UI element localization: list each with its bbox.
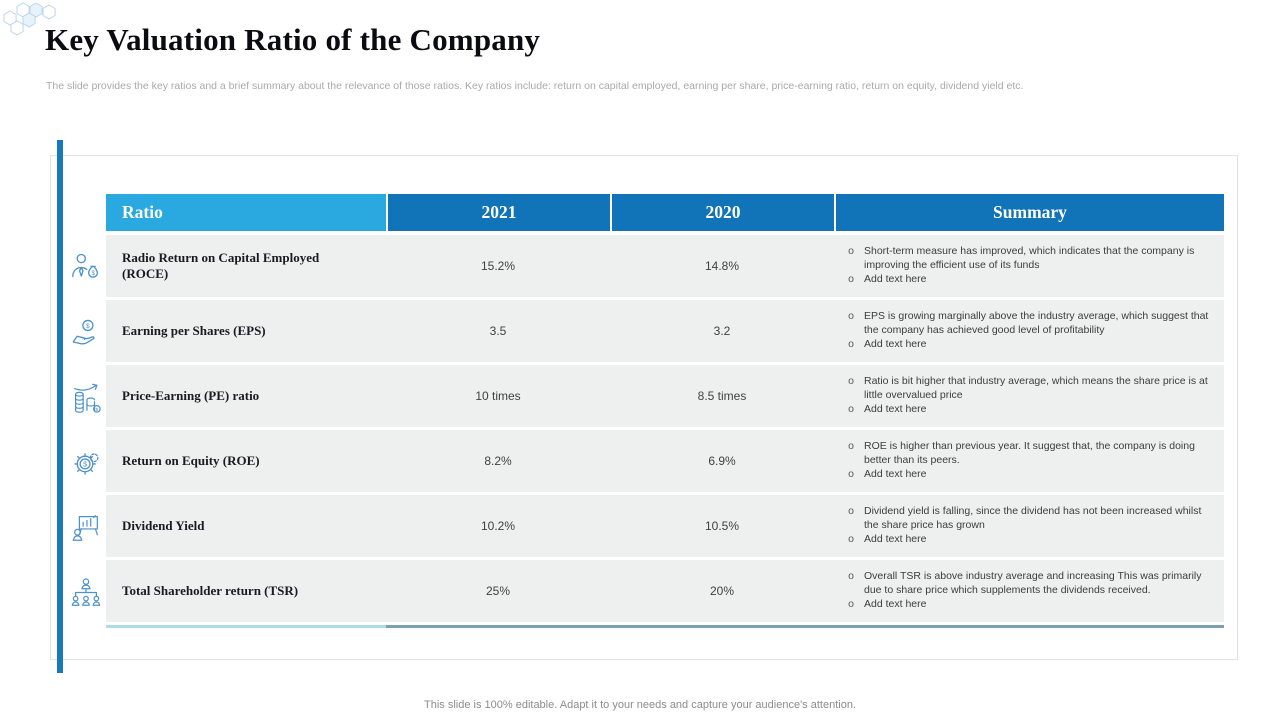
summary-text: Dividend yield is falling, since the div… — [864, 505, 1202, 532]
summary-cell: o EPS is growing marginally above the ind… — [834, 300, 1224, 362]
table-row: Dividend Yield 10.2% 10.5% o Dividend yie… — [106, 495, 1224, 557]
left-accent-bar — [57, 140, 63, 673]
header-2020: 2020 — [612, 194, 834, 231]
header-summary: Summary — [836, 194, 1224, 231]
table-body: Radio Return on Capital Employed (ROCE) … — [106, 235, 1224, 622]
businessman-money-bag-icon: $ — [63, 235, 109, 300]
value-2021: 15.2% — [480, 259, 516, 273]
summary-placeholder: Add text here — [864, 402, 927, 415]
ratio-label: Dividend Yield — [122, 517, 205, 533]
summary-placeholder: Add text here — [864, 597, 927, 610]
summary-placeholder: Add text here — [864, 467, 927, 480]
ratio-label: Radio Return on Capital Employed (ROCE) — [122, 249, 320, 281]
bullet-marker: o — [848, 337, 854, 350]
ratio-label: Earning per Shares (EPS) — [122, 322, 266, 338]
summary-text: Overall TSR is above industry average an… — [864, 570, 1202, 597]
table-bottom-rule-right — [386, 625, 1224, 628]
table-row: Radio Return on Capital Employed (ROCE) … — [106, 235, 1224, 297]
value-2020: 3.2 — [713, 324, 731, 338]
value-2021: 10.2% — [480, 519, 516, 533]
bullet-marker: o — [848, 245, 854, 258]
svg-text:$: $ — [91, 270, 95, 277]
ratio-label: Return on Equity (ROE) — [122, 452, 260, 468]
summary-cell: o ROE is higher than previous year. It su… — [834, 430, 1224, 492]
page-subtitle: The slide provides the key ratios and a … — [46, 80, 1024, 92]
table-bottom-rule-left — [106, 625, 386, 628]
value-2020: 20% — [709, 584, 735, 598]
table-bottom-rule — [106, 625, 1224, 628]
summary-text: Ratio is bit higher that industry averag… — [864, 375, 1208, 402]
ratio-label: Total Shareholder return (TSR) — [122, 582, 299, 598]
value-2020: 6.9% — [708, 454, 736, 468]
table-row: Price-Earning (PE) ratio 10 times 8.5 ti… — [106, 365, 1224, 427]
value-2021: 3.5 — [489, 324, 507, 338]
value-2020: 10.5% — [704, 519, 740, 533]
summary-cell: o Short-term measure has improved, which … — [834, 235, 1224, 297]
bullet-marker: o — [848, 597, 854, 610]
bullet-marker: o — [848, 440, 854, 453]
summary-cell: o Dividend yield is falling, since the di… — [834, 495, 1224, 557]
table-row: Return on Equity (ROE) 8.2% 6.9% o ROE is… — [106, 430, 1224, 492]
value-2021: 10 times — [475, 389, 521, 403]
summary-cell: o Overall TSR is above industry average a… — [834, 560, 1224, 622]
value-2020: 14.8% — [704, 259, 740, 273]
coin-stack-growth-icon: $ — [63, 365, 109, 430]
value-2020: 8.5 times — [697, 389, 747, 403]
table-header-row: Ratio 2021 2020 Summary — [106, 194, 1224, 231]
summary-text: Short-term measure has improved, which i… — [864, 245, 1195, 272]
table-row: Earning per Shares (EPS) 3.5 3.2 o EPS is… — [106, 300, 1224, 362]
header-ratio: Ratio — [106, 194, 386, 231]
bullet-marker: o — [848, 310, 854, 323]
bullet-marker: o — [848, 467, 854, 480]
svg-text:$: $ — [83, 460, 87, 468]
table-row: Total Shareholder return (TSR) 25% 20% o… — [106, 560, 1224, 622]
ratio-label: Price-Earning (PE) ratio — [122, 387, 260, 403]
summary-placeholder: Add text here — [864, 532, 927, 545]
header-2021: 2021 — [388, 194, 610, 231]
svg-text:$: $ — [96, 406, 99, 412]
summary-text: EPS is growing marginally above the indu… — [864, 310, 1209, 337]
page-title: Key Valuation Ratio of the Company — [45, 22, 541, 57]
bullet-marker: o — [848, 375, 854, 388]
bullet-marker: o — [848, 505, 854, 518]
value-2021: 8.2% — [484, 454, 512, 468]
bullet-marker: o — [848, 570, 854, 583]
svg-text:$: $ — [86, 322, 90, 329]
valuation-ratio-table: Ratio 2021 2020 Summary Radio Return on … — [106, 194, 1224, 628]
slide-footer-note: This slide is 100% editable. Adapt it to… — [424, 699, 856, 711]
summary-text: ROE is higher than previous year. It sug… — [864, 440, 1195, 467]
summary-placeholder: Add text here — [864, 337, 927, 350]
content-frame: $ $ $ — [50, 155, 1238, 660]
summary-cell: o Ratio is bit higher that industry avera… — [834, 365, 1224, 427]
gear-dollar-icon: $ — [63, 430, 109, 495]
hand-coin-icon: $ — [63, 300, 109, 365]
bullet-marker: o — [848, 272, 854, 285]
ratio-icon-column: $ $ $ — [63, 235, 109, 625]
org-hierarchy-icon — [63, 560, 109, 625]
bullet-marker: o — [848, 532, 854, 545]
bullet-marker: o — [848, 402, 854, 415]
summary-placeholder: Add text here — [864, 272, 927, 285]
value-2021: 25% — [485, 584, 511, 598]
presenter-chart-icon — [63, 495, 109, 560]
